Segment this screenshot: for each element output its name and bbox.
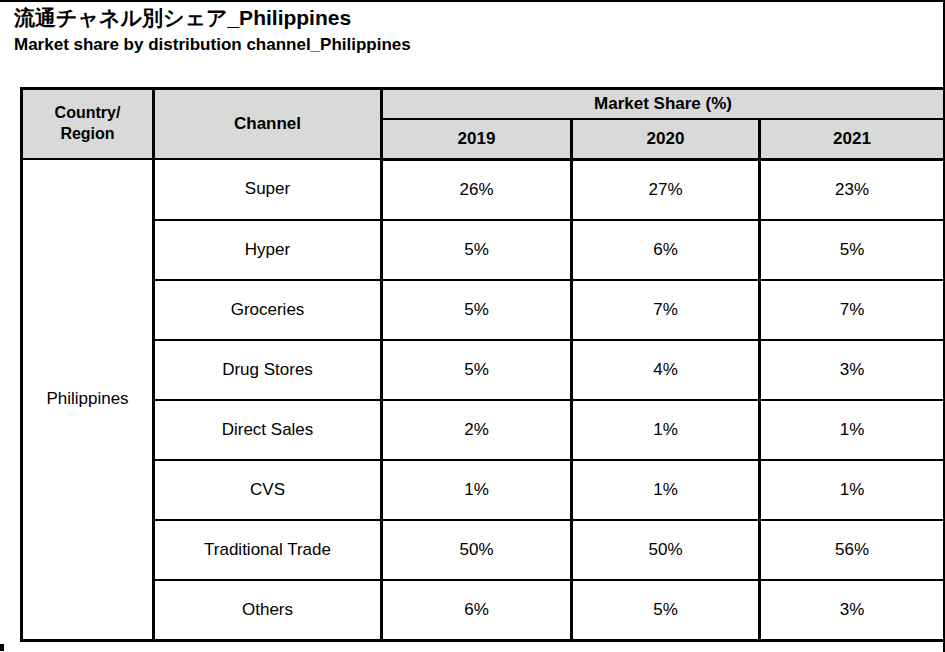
page-title-japanese: 流通チャネル別シェア_Philippines xyxy=(14,5,943,31)
title-block: 流通チャネル別シェア_Philippines Market share by d… xyxy=(0,2,943,56)
value-cell: 23% xyxy=(760,159,945,220)
value-cell: 5% xyxy=(760,220,945,280)
table-row-cvs: CVS 1% 1% 1% xyxy=(22,460,945,520)
header-year-2021: 2021 xyxy=(760,119,945,160)
channel-cell: Groceries xyxy=(154,280,382,340)
channel-cell: Traditional Trade xyxy=(154,520,382,580)
channel-cell: Drug Stores xyxy=(154,340,382,400)
value-cell: 1% xyxy=(572,400,760,460)
table-row-others: Others 6% 5% 3% xyxy=(22,580,945,641)
channel-cell: CVS xyxy=(154,460,382,520)
value-cell: 50% xyxy=(382,520,572,580)
value-cell: 3% xyxy=(760,580,945,641)
value-cell: 27% xyxy=(572,159,760,220)
table-row-drug-stores: Drug Stores 5% 4% 3% xyxy=(22,340,945,400)
header-channel: Channel xyxy=(154,88,382,159)
table-row-traditional-trade: Traditional Trade 50% 50% 56% xyxy=(22,520,945,580)
channel-cell: Direct Sales xyxy=(154,400,382,460)
value-cell: 50% xyxy=(572,520,760,580)
table-row-groceries: Groceries 5% 7% 7% xyxy=(22,280,945,340)
header-country-region: Country/ Region xyxy=(22,88,154,159)
header-year-2019: 2019 xyxy=(382,119,572,160)
value-cell: 5% xyxy=(572,580,760,641)
channel-cell: Super xyxy=(154,159,382,220)
value-cell: 3% xyxy=(760,340,945,400)
page: 流通チャネル別シェア_Philippines Market share by d… xyxy=(0,0,945,652)
table-row-direct-sales: Direct Sales 2% 1% 1% xyxy=(22,400,945,460)
channel-cell: Hyper xyxy=(154,220,382,280)
value-cell: 1% xyxy=(572,460,760,520)
table-row-hyper: Hyper 5% 6% 5% xyxy=(22,220,945,280)
table-row-super: Philippines Super 26% 27% 23% xyxy=(22,159,945,220)
value-cell: 2% xyxy=(382,400,572,460)
value-cell: 1% xyxy=(760,460,945,520)
value-cell: 1% xyxy=(760,400,945,460)
value-cell: 5% xyxy=(382,340,572,400)
bottom-left-edge-mark xyxy=(0,644,4,651)
value-cell: 5% xyxy=(382,220,572,280)
header-year-2020: 2020 xyxy=(572,119,760,160)
channel-cell: Others xyxy=(154,580,382,641)
country-cell: Philippines xyxy=(22,159,154,640)
page-title-english: Market share by distribution channel_Phi… xyxy=(14,35,943,55)
market-share-table: Country/ Region Channel Market Share (%)… xyxy=(20,87,945,642)
value-cell: 1% xyxy=(382,460,572,520)
value-cell: 4% xyxy=(572,340,760,400)
header-row-top: Country/ Region Channel Market Share (%) xyxy=(22,88,945,119)
value-cell: 26% xyxy=(382,159,572,220)
value-cell: 7% xyxy=(572,280,760,340)
value-cell: 6% xyxy=(572,220,760,280)
value-cell: 6% xyxy=(382,580,572,641)
header-market-share: Market Share (%) xyxy=(382,88,945,119)
value-cell: 5% xyxy=(382,280,572,340)
value-cell: 7% xyxy=(760,280,945,340)
value-cell: 56% xyxy=(760,520,945,580)
